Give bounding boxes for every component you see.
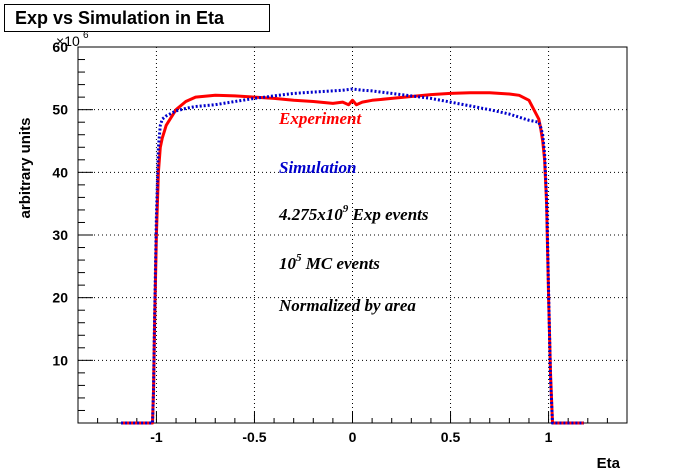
y-multiplier-base: ×10 xyxy=(56,33,80,49)
annotation-exp-events-suffix: Exp events xyxy=(348,205,429,224)
series-layer xyxy=(121,87,584,425)
legend-experiment: Experiment xyxy=(278,109,362,128)
y-tick-label: 50 xyxy=(52,102,68,118)
y-tick-label: 20 xyxy=(52,290,68,306)
chart-title: Exp vs Simulation in Eta xyxy=(4,4,270,32)
annotation-mc-events-base: 10 xyxy=(279,254,297,273)
y-multiplier-exp: 6 xyxy=(83,30,89,41)
x-axis-label: Eta xyxy=(597,455,621,472)
annotation-normalization: Normalized by area xyxy=(278,296,416,315)
x-tick-label: -0.5 xyxy=(242,429,266,445)
series-experiment-line xyxy=(121,91,584,425)
legend-simulation: Simulation xyxy=(279,158,356,177)
annotation-mc-events-sup: 5 xyxy=(296,252,302,264)
x-tick-label: -1 xyxy=(150,429,163,445)
annotation-mc-events: 105 MC events xyxy=(279,252,380,273)
annotation-exp-events: 4.275x109 Exp events xyxy=(278,203,429,224)
annotation-exp-events-base: 4.275x10 xyxy=(278,205,343,224)
y-tick-label: 10 xyxy=(52,352,68,368)
x-tick-label: 0 xyxy=(349,429,357,445)
annotation-exp-events-sup: 9 xyxy=(343,203,349,215)
y-axis-label: arbitrary units xyxy=(17,118,34,219)
x-tick-label: 1 xyxy=(545,429,553,445)
annotation-mc-events-suffix: MC events xyxy=(302,254,381,273)
grid-lines xyxy=(78,47,627,423)
tick-labels: -1 -0.5 0 0.5 1 10 20 30 40 50 60 xyxy=(52,39,552,445)
y-tick-label: 40 xyxy=(52,164,68,180)
axis-ticks xyxy=(77,46,628,423)
y-tick-label: 60 xyxy=(52,39,68,55)
y-tick-label: 30 xyxy=(52,227,68,243)
x-tick-label: 0.5 xyxy=(441,429,461,445)
